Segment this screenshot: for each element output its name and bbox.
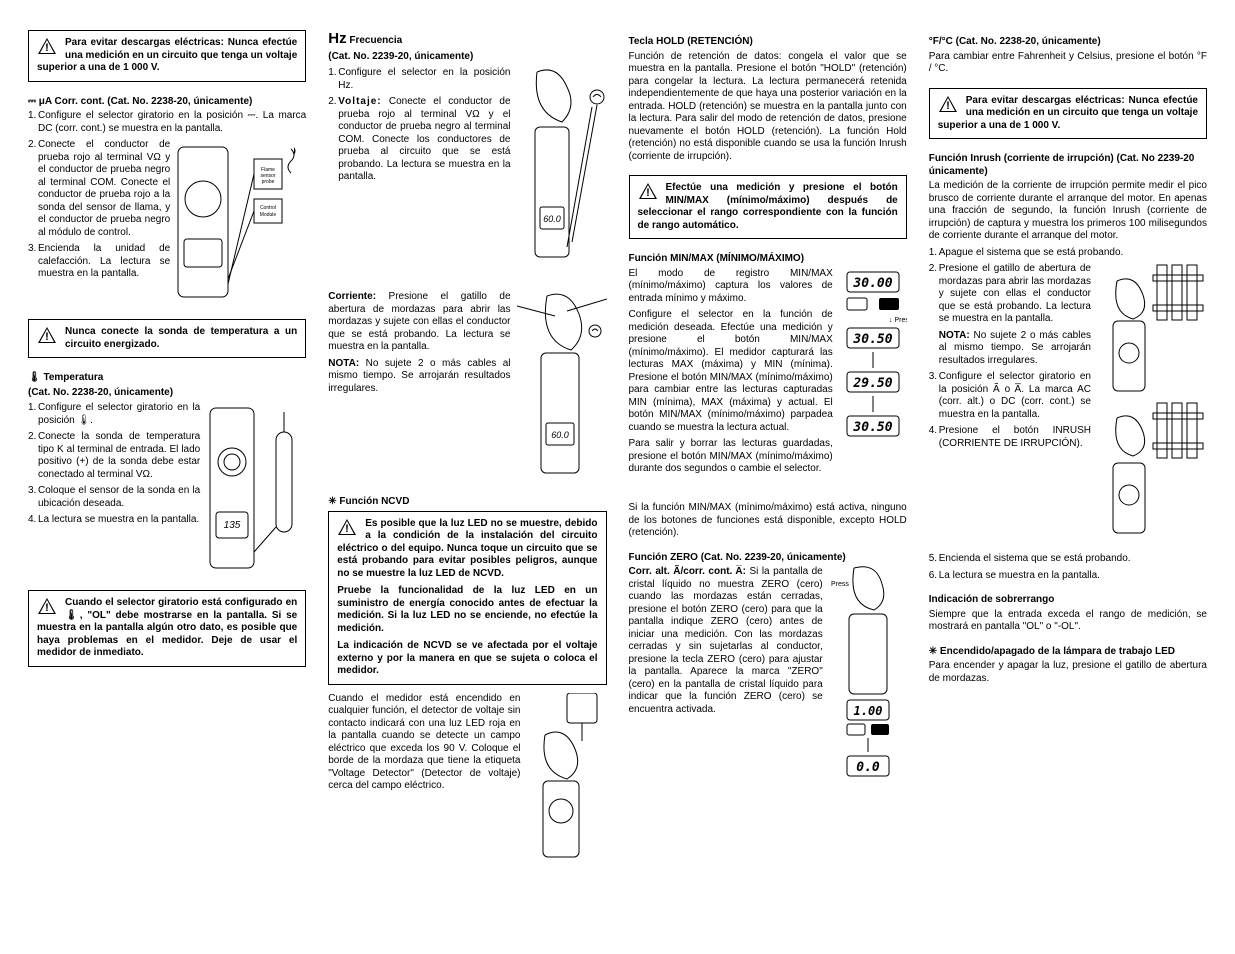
warning-icon: ! — [37, 597, 57, 615]
led-body: Para encender y apagar la luz, presione … — [929, 660, 1207, 685]
corr-cont-step-1: 1.Configure el selector giratorio en la … — [28, 110, 306, 135]
fc-body: Para cambiar entre Fahrenheit y Celsius,… — [929, 51, 1207, 76]
zero-heading: Función ZERO (Cat. No. 2239-20, únicamen… — [629, 552, 907, 565]
inrush-step-4: 4.Presione el botón INRUSH (CORRIENTE DE… — [929, 425, 1207, 450]
overrange-body: Siempre que la entrada exceda el rango d… — [929, 609, 1207, 634]
led-heading: ✳ Encendido/apagado de la lámpara de tra… — [929, 646, 1207, 659]
svg-text:60.0: 60.0 — [551, 430, 569, 440]
warning-icon: ! — [37, 37, 57, 55]
inrush-step-3: 3.Configure el selector giratorio en la … — [929, 371, 1207, 421]
temp-step-3: 3.Coloque el sensor de la sonda en la ub… — [28, 485, 306, 510]
fc-heading: °F/°C (Cat. No. 2238-20, únicamente) — [929, 36, 1207, 49]
temp-step-4: 4.La lectura se muestra en la pantalla. — [28, 514, 306, 527]
warning-ncvd-p2: Pruebe la funcionalidad de la luz LED en… — [337, 585, 597, 634]
warning-text: Para evitar descargas eléctricas: Nunca … — [938, 95, 1198, 131]
svg-text:!: ! — [45, 331, 49, 343]
zero-figure: 1.00 Press 0.0 — [829, 566, 907, 801]
column-4: °F/°C (Cat. No. 2238-20, únicamente) Par… — [929, 30, 1207, 924]
current-figure: 60.0 — [517, 291, 607, 486]
svg-text:Press: Press — [831, 581, 849, 588]
warning-icon: ! — [638, 182, 658, 200]
hz-cat: (Cat. No. 2239-20, únicamente) — [328, 51, 606, 64]
ncvd-icon: ✳ — [328, 496, 339, 507]
warning-text: Cuando el selector giratorio está config… — [37, 597, 297, 658]
warning-text: Efectúe una medición y presione el botón… — [638, 182, 898, 231]
ncvd-figure — [527, 693, 607, 863]
inrush-step-5: 5.Encienda el sistema que se está proban… — [929, 553, 1207, 566]
light-icon: ✳ — [929, 646, 940, 657]
column-2: Hz Frecuencia (Cat. No. 2239-20, únicame… — [328, 30, 606, 924]
temp-step-2: 2.Conecte la sonda de temperatura tipo K… — [28, 431, 306, 481]
svg-text:30.00: 30.00 — [852, 276, 892, 291]
warning-icon: ! — [337, 518, 357, 536]
overrange-heading: Indicación de sobrerrango — [929, 594, 1207, 607]
inrush-heading: Función Inrush (corriente de irrupción) … — [929, 153, 1207, 178]
column-3: Tecla HOLD (RETENCIÓN) Función de retenc… — [629, 30, 907, 924]
hz-sub: Frecuencia — [349, 35, 402, 46]
svg-text:1.00: 1.00 — [853, 704, 882, 718]
minmax-readings-figure: 30.00 ↓ Press 30.50 29.50 30.50 — [839, 268, 907, 503]
hz-step-1: 1.Configure el selector en la posición H… — [328, 67, 606, 92]
minmax-heading: Función MIN/MAX (MÍNIMO/MÁXIMO) — [629, 253, 907, 266]
warning-sonda: ! Nunca conecte la sonda de temperatura … — [28, 319, 306, 358]
warning-shock-2: ! Para evitar descargas eléctricas: Nunc… — [929, 88, 1207, 140]
warning-icon: ! — [938, 95, 958, 113]
hz-step-2: 2.Voltaje: Conecte el conductor de prueb… — [328, 96, 606, 184]
warning-ncvd: ! Es posible que la luz LED no se muestr… — [328, 511, 606, 685]
svg-text:30.50: 30.50 — [852, 420, 892, 435]
svg-text:29.50: 29.50 — [852, 376, 892, 391]
warning-selector-ol: ! Cuando el selector giratorio está conf… — [28, 590, 306, 667]
svg-text:!: ! — [646, 187, 650, 199]
warning-text: Para evitar descargas eléctricas: Nunca … — [37, 37, 297, 73]
hold-body: Función de retención de datos: congela e… — [629, 51, 907, 164]
corr-cont-step-3: 3.Encienda la unidad de calefacción. La … — [28, 243, 306, 281]
hold-heading: Tecla HOLD (RETENCIÓN) — [629, 36, 907, 49]
svg-text:↓ Press: ↓ Press — [889, 317, 907, 324]
warning-text: Nunca conecte la sonda de temperatura a … — [65, 326, 297, 350]
hz-heading-row: Hz Frecuencia — [328, 30, 606, 49]
inrush-step-2: 2.Presione el gatillo de abertura de mor… — [929, 263, 1207, 326]
thermometer-icon: 🌡 — [28, 372, 43, 383]
svg-text:0.0: 0.0 — [856, 760, 880, 775]
svg-text:!: ! — [45, 602, 49, 614]
hz-big: Hz — [328, 30, 346, 47]
svg-text:!: ! — [45, 42, 49, 54]
minmax-p4: Si la función MIN/MAX (mínimo/máximo) es… — [629, 502, 907, 540]
inrush-intro: La medición de la corriente de irrupción… — [929, 180, 1207, 243]
warning-minmax: ! Efectúe una medición y presione el bot… — [629, 175, 907, 239]
temp-heading: 🌡 Temperatura — [28, 372, 306, 385]
dc-symbol: ⎓ μA — [28, 96, 55, 107]
svg-text:!: ! — [345, 523, 349, 535]
column-1: ! Para evitar descargas eléctricas: Nunc… — [28, 30, 306, 924]
inrush-step-1: 1.Apague el sistema que se está probando… — [929, 247, 1207, 260]
warning-ncvd-p3: La indicación de NCVD se ve afectada por… — [337, 640, 597, 676]
temp-cat: (Cat. No. 2238-20, únicamente) — [28, 387, 306, 400]
svg-text:60.0: 60.0 — [543, 214, 561, 224]
svg-text:!: ! — [946, 100, 950, 112]
warning-shock-1: ! Para evitar descargas eléctricas: Nunc… — [28, 30, 306, 82]
inrush-step-6: 6.La lectura se muestra en la pantalla. — [929, 570, 1207, 583]
ncvd-heading: ✳ Función NCVD — [328, 496, 606, 509]
temp-step-1: 1.Configure el selector giratorio en la … — [28, 402, 306, 427]
warning-ncvd-p1: Es posible que la luz LED no se muestre,… — [337, 518, 597, 579]
svg-text:30.50: 30.50 — [852, 332, 892, 347]
warning-icon: ! — [37, 326, 57, 344]
corr-cont-heading: ⎓ μA Corr. cont. (Cat. No. 2238-20, únic… — [28, 96, 306, 109]
corr-cont-step-2: 2.Conecte el conductor de prueba rojo al… — [28, 139, 306, 239]
